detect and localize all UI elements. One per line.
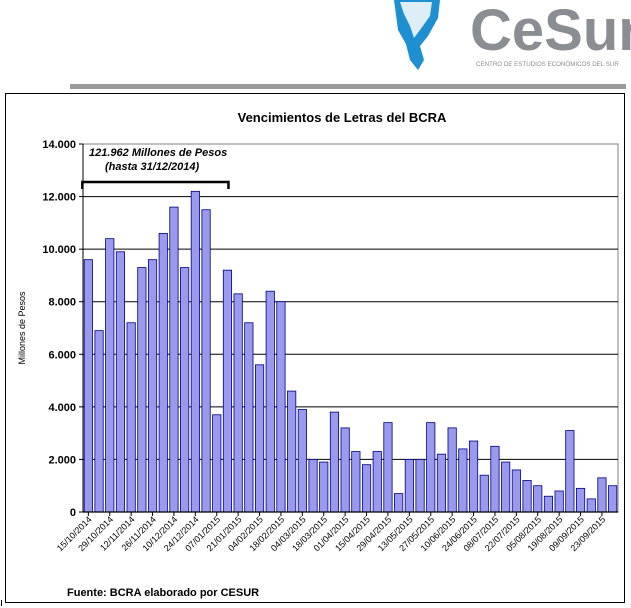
y-axis: 0 2.000 4.000 6.000 8.000 10.000 12.000 14.000 xyxy=(42,139,84,519)
x-axis: 15/10/201429/10/201412/11/201426/11/2014… xyxy=(55,511,618,553)
bar xyxy=(404,459,414,513)
annotation-period: (hasta 31/12/2014) xyxy=(105,161,200,173)
y-tick-label: 4.000 xyxy=(48,402,76,414)
bar xyxy=(319,461,329,513)
bar xyxy=(340,427,350,513)
bar xyxy=(147,259,158,513)
bar xyxy=(394,493,404,513)
logo-tagline: CENTRO DE ESTUDIOS ECONÓMICOS DEL SUR xyxy=(476,61,619,68)
bar xyxy=(244,322,254,513)
bar xyxy=(351,451,361,513)
chart-title: Vencimientos de Letras del BCRA xyxy=(238,110,447,125)
bar xyxy=(361,464,372,513)
bar xyxy=(511,469,521,513)
y-tick-label: 0 xyxy=(70,507,76,519)
corner-mark xyxy=(1,600,2,606)
bar xyxy=(94,330,104,513)
bar xyxy=(468,440,479,513)
bar xyxy=(169,206,179,513)
y-tick-label: 12.000 xyxy=(42,192,76,204)
bar xyxy=(233,293,243,513)
bar xyxy=(297,409,307,513)
bar xyxy=(501,461,511,513)
y-tick-label: 2.000 xyxy=(48,454,76,466)
bar xyxy=(126,322,136,513)
bar xyxy=(522,480,532,513)
bar xyxy=(372,451,382,513)
bar xyxy=(436,453,447,513)
cesur-logo: CeSur CENTRO DE ESTUDIOS ECONÓMICOS DEL … xyxy=(380,0,631,78)
bar xyxy=(575,487,586,513)
bar xyxy=(287,390,297,513)
annotation-total: 121.962 Millones de Pesos xyxy=(89,147,227,159)
bar xyxy=(586,498,596,513)
bar xyxy=(490,445,500,513)
y-tick-label: 8.000 xyxy=(48,297,76,309)
bar xyxy=(190,190,200,513)
bar xyxy=(383,422,393,513)
bar xyxy=(276,301,286,513)
logo-wordmark: CeSur xyxy=(470,0,631,63)
y-axis-label: Millones de Pesos xyxy=(17,291,27,365)
bar xyxy=(608,485,618,513)
source-note: Fuente: BCRA elaborado por CESUR xyxy=(67,587,259,599)
bar xyxy=(447,427,457,513)
bar xyxy=(201,209,211,513)
bar xyxy=(265,290,275,513)
bar xyxy=(254,364,265,513)
bar xyxy=(543,495,554,513)
bar xyxy=(137,267,147,513)
y-tick-label: 14.000 xyxy=(42,139,76,151)
bar xyxy=(565,430,575,513)
bar xyxy=(597,477,607,513)
bar xyxy=(105,238,115,513)
annotation: 121.962 Millones de Pesos (hasta 31/12/2… xyxy=(81,147,230,189)
bar xyxy=(426,422,436,513)
y-tick-label: 6.000 xyxy=(48,349,76,361)
bar xyxy=(479,474,489,513)
bar xyxy=(212,414,222,513)
bar xyxy=(222,269,233,513)
bar xyxy=(458,448,468,513)
bar xyxy=(115,251,126,513)
bar xyxy=(308,459,318,513)
bar xyxy=(158,232,168,513)
annotation-bracket xyxy=(81,180,230,189)
bar xyxy=(554,490,564,513)
chart: Vencimientos de Letras del BCRA 0 2.000 4.… xyxy=(17,110,619,599)
header-rule xyxy=(70,84,626,89)
y-tick-label: 10.000 xyxy=(42,244,76,256)
bars xyxy=(83,190,618,513)
bar xyxy=(180,267,190,513)
bar xyxy=(415,459,425,513)
bar xyxy=(83,259,93,513)
bar xyxy=(329,411,340,513)
bar xyxy=(533,485,543,513)
chart-frame: Vencimientos de Letras del BCRA 0 2.000 4.… xyxy=(5,93,625,603)
